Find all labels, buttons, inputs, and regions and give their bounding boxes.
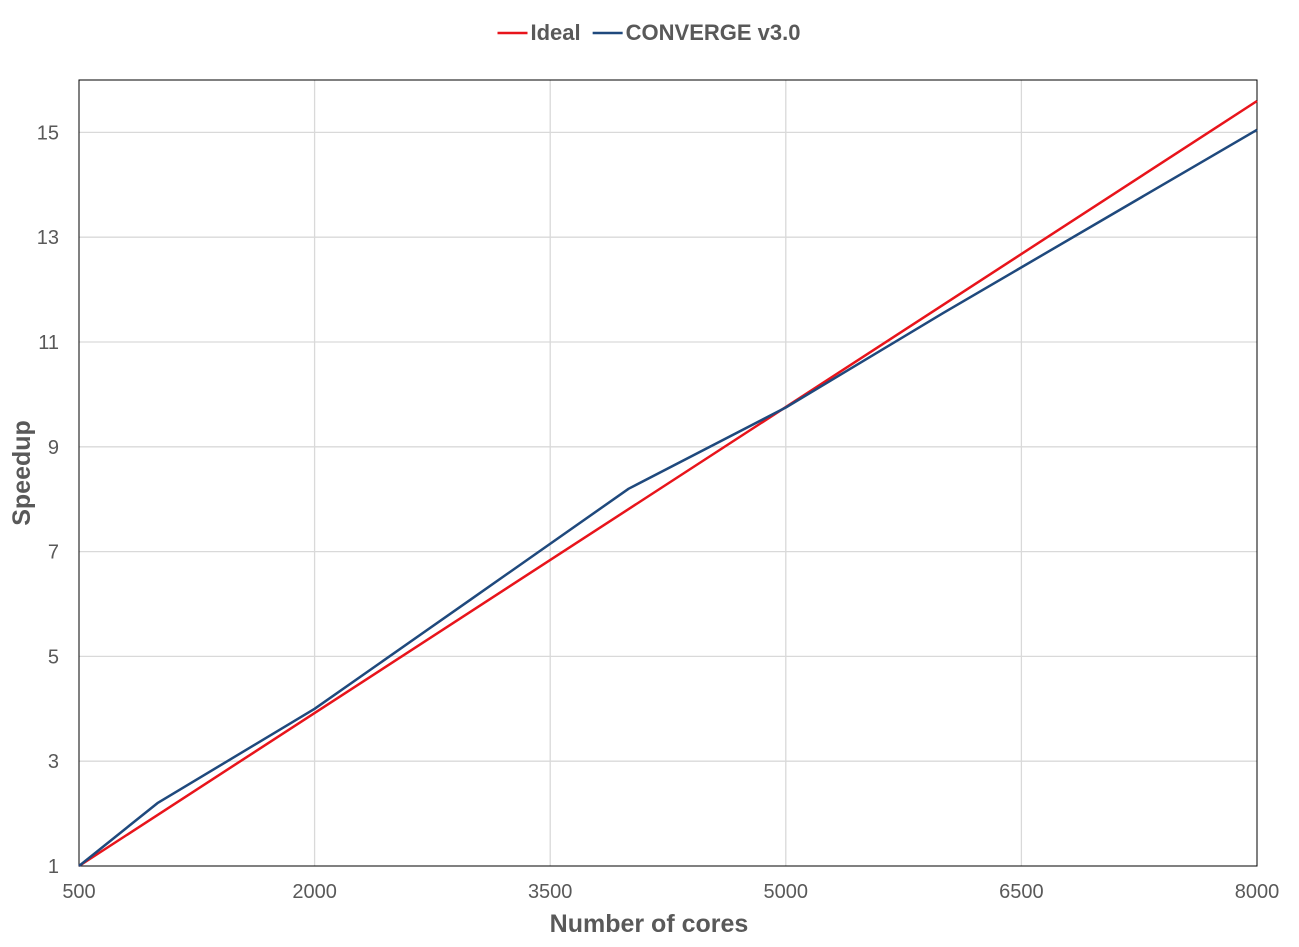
x-tick-label: 8000 [1235,881,1280,903]
legend-label: Ideal [531,20,581,45]
x-axis-title: Number of cores [550,910,749,938]
series-line-ideal [78,99,1258,868]
series-line-converge-v3-0 [78,128,1258,867]
y-tick-label: 13 [37,227,59,249]
y-tick-label: 11 [38,332,59,354]
x-tick-label: 500 [62,881,95,903]
x-tick-labels: 500 2000 3500 5000 6500 8000 [62,881,1279,903]
y-tick-label: 15 [37,122,59,144]
y-tick-label: 7 [48,542,59,564]
y-tick-label: 3 [48,751,59,773]
y-axis-title: Speedup [8,420,36,526]
series-lines [78,99,1258,868]
x-tick-label: 5000 [764,881,809,903]
y-tick-label: 1 [48,856,59,878]
legend: Ideal CONVERGE v3.0 [497,20,801,45]
x-tick-label: 6500 [999,881,1044,903]
x-tick-label: 3500 [528,881,573,903]
legend-label: CONVERGE v3.0 [626,20,801,45]
x-tick-label: 2000 [292,881,337,903]
plot-area-frame [78,79,1258,867]
grid [79,80,1257,866]
y-tick-label: 5 [48,646,59,668]
y-tick-label: 9 [48,437,59,459]
